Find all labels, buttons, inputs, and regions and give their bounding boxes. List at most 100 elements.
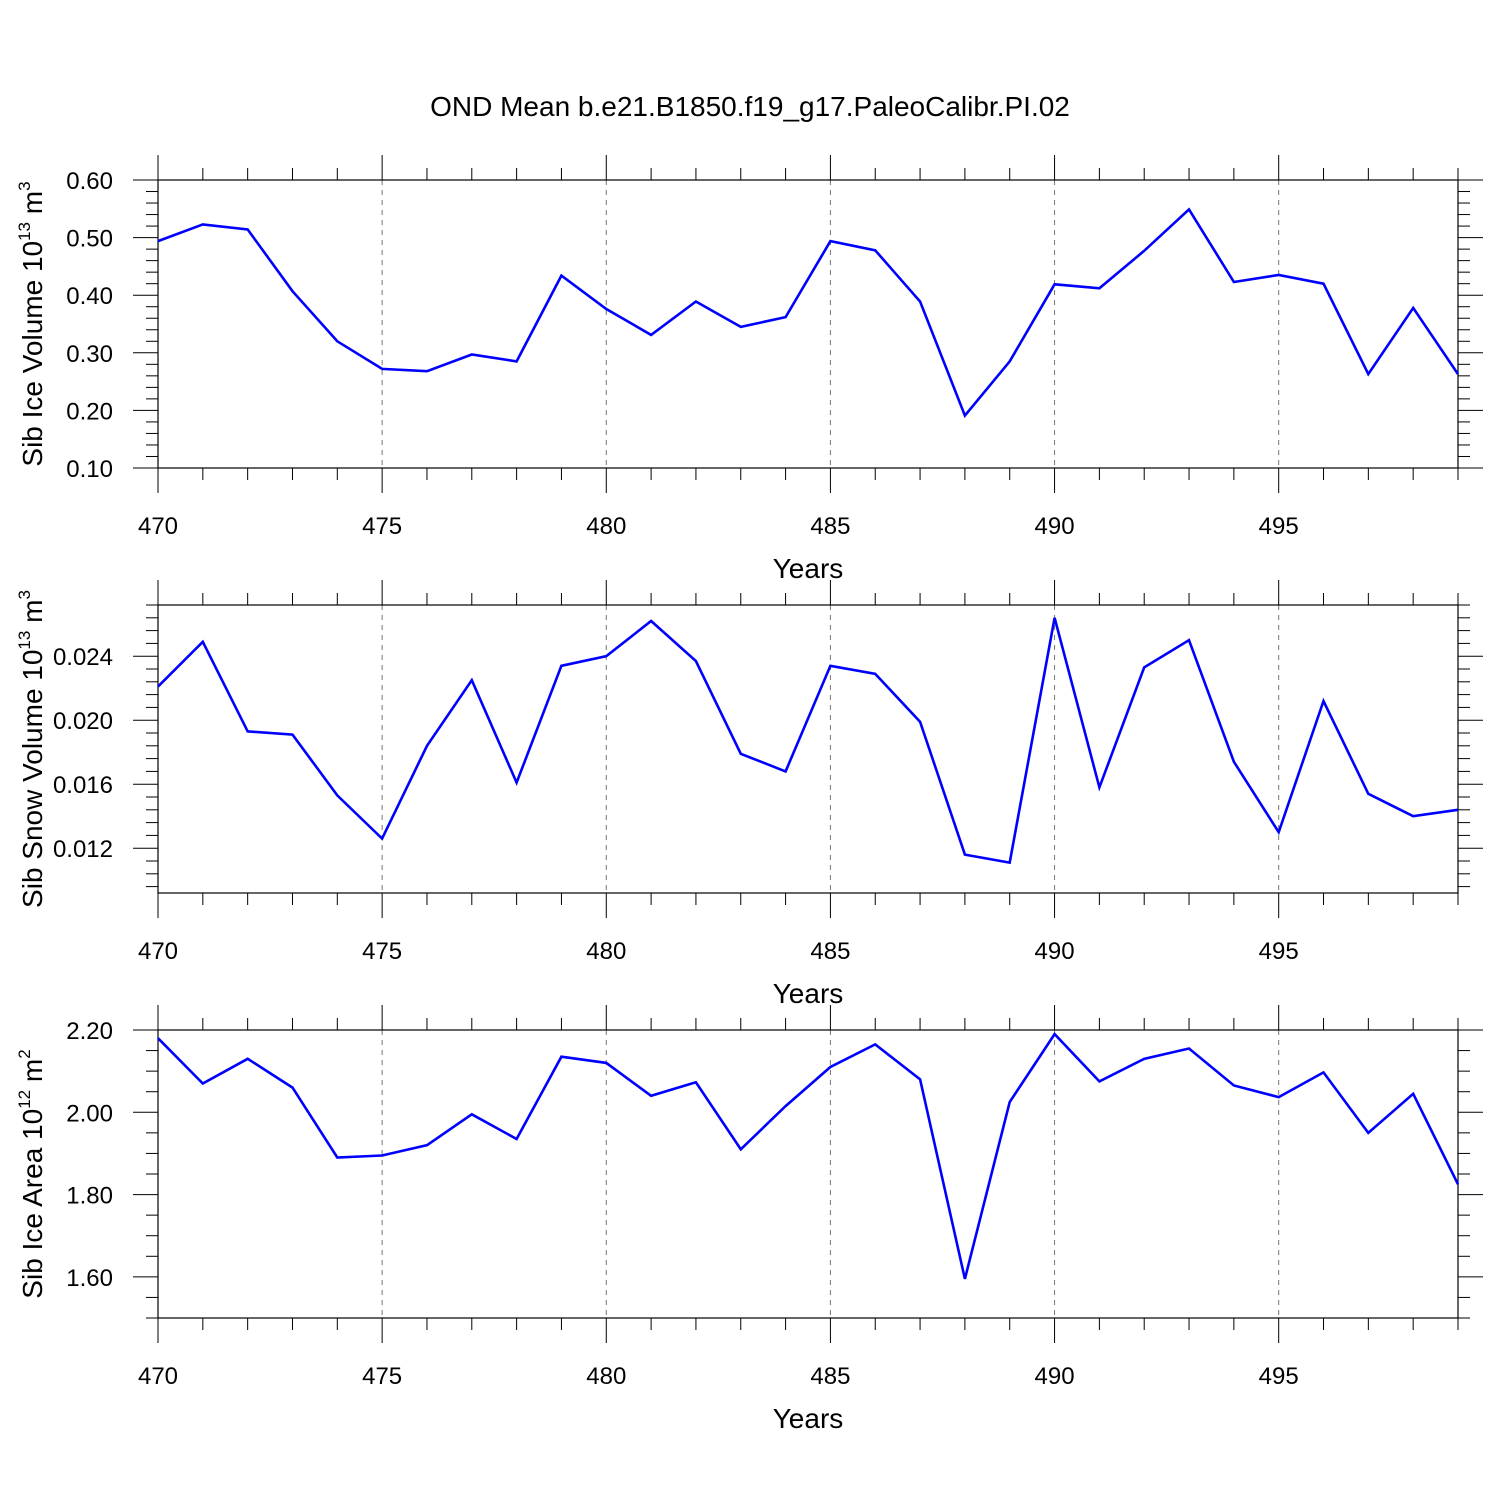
data-point	[1233, 1084, 1235, 1086]
data-point	[246, 228, 248, 230]
data-point	[1053, 283, 1055, 285]
data-point	[874, 673, 876, 675]
y-axis-label-unit: m	[17, 600, 48, 631]
data-point	[202, 641, 204, 643]
data-point	[740, 753, 742, 755]
x-axis-label: Years	[773, 1403, 844, 1434]
data-point	[1098, 786, 1100, 788]
y-tick-label: 0.020	[53, 708, 113, 735]
data-point	[1143, 666, 1145, 668]
x-tick-label: 495	[1259, 1363, 1299, 1390]
y-axis-label-unit: m	[17, 1059, 48, 1090]
data-point	[1367, 373, 1369, 375]
x-tick-label: 480	[586, 1363, 626, 1390]
data-point	[650, 1095, 652, 1097]
data-point	[1277, 831, 1279, 833]
plot-frame	[157, 179, 1459, 469]
data-point	[1322, 1071, 1324, 1073]
data-point	[1277, 1096, 1279, 1098]
data-point	[515, 1138, 517, 1140]
data-point	[291, 1086, 293, 1088]
data-point	[1143, 1058, 1145, 1060]
y-tick-label: 0.20	[66, 398, 113, 425]
data-point	[919, 300, 921, 302]
data-point	[740, 326, 742, 328]
y-tick-label: 0.50	[66, 226, 113, 253]
data-point	[605, 308, 607, 310]
data-point	[336, 1156, 338, 1158]
data-point	[1412, 307, 1414, 309]
data-point	[381, 1154, 383, 1156]
y-axis-label-unit-exponent: 2	[15, 1049, 34, 1058]
data-point	[695, 1081, 697, 1083]
data-point	[650, 334, 652, 336]
data-point	[874, 249, 876, 251]
x-tick-label: 470	[138, 938, 178, 965]
data-point	[964, 414, 966, 416]
x-tick-label: 490	[1035, 1363, 1075, 1390]
x-tick-label: 480	[586, 513, 626, 540]
y-axis-label: Sib Snow Volume 1013 m3	[15, 590, 48, 908]
data-point	[874, 1043, 876, 1045]
data-point	[784, 1105, 786, 1107]
data-point	[919, 1078, 921, 1080]
data-point	[291, 290, 293, 292]
data-point	[1457, 373, 1459, 375]
data-point	[1412, 815, 1414, 817]
data-point	[964, 853, 966, 855]
data-point	[1053, 617, 1055, 619]
x-tick-label: 470	[138, 513, 178, 540]
x-tick-label: 485	[810, 1363, 850, 1390]
data-point	[1098, 1080, 1100, 1082]
data-point	[1009, 861, 1011, 863]
data-point	[157, 1037, 159, 1039]
data-point	[560, 274, 562, 276]
data-point	[381, 837, 383, 839]
data-point	[157, 685, 159, 687]
data-point	[426, 745, 428, 747]
plot-frame	[157, 1029, 1459, 1319]
x-tick-label: 485	[810, 938, 850, 965]
data-point	[829, 1066, 831, 1068]
y-axis-label: Sib Ice Area 1012 m2	[15, 1049, 48, 1298]
y-tick-label: 2.20	[66, 1018, 113, 1045]
data-point	[1322, 700, 1324, 702]
x-tick-label: 490	[1035, 513, 1075, 540]
data-point	[336, 794, 338, 796]
data-point	[426, 1144, 428, 1146]
data-point	[515, 781, 517, 783]
x-tick-label: 490	[1035, 938, 1075, 965]
x-axis-label: Years	[773, 553, 844, 584]
data-point	[1053, 1033, 1055, 1035]
y-tick-label: 0.30	[66, 341, 113, 368]
data-point	[471, 1113, 473, 1115]
data-point	[1457, 809, 1459, 811]
x-tick-label: 475	[362, 1363, 402, 1390]
plot-frame	[157, 604, 1459, 894]
data-point	[1188, 208, 1190, 210]
x-tick-label: 480	[586, 938, 626, 965]
data-point	[605, 655, 607, 657]
data-point	[1367, 1132, 1369, 1134]
y-tick-label: 0.60	[66, 168, 113, 195]
data-point	[1098, 287, 1100, 289]
data-point	[1457, 1183, 1459, 1185]
y-tick-label: 0.40	[66, 283, 113, 310]
data-point	[291, 733, 293, 735]
y-axis-label-unit-exponent: 3	[15, 590, 34, 599]
x-axis-label: Years	[773, 978, 844, 1009]
data-point	[784, 316, 786, 318]
data-point	[246, 1058, 248, 1060]
data-point	[784, 770, 786, 772]
data-point	[1233, 281, 1235, 283]
data-point	[1367, 793, 1369, 795]
y-tick-label: 1.80	[66, 1183, 113, 1210]
data-point	[471, 353, 473, 355]
data-point	[695, 300, 697, 302]
y-axis-label-exponent: 13	[15, 222, 34, 241]
y-axis-label-exponent: 13	[15, 631, 34, 650]
data-point	[1233, 761, 1235, 763]
data-point	[202, 223, 204, 225]
series-line	[157, 617, 1459, 865]
